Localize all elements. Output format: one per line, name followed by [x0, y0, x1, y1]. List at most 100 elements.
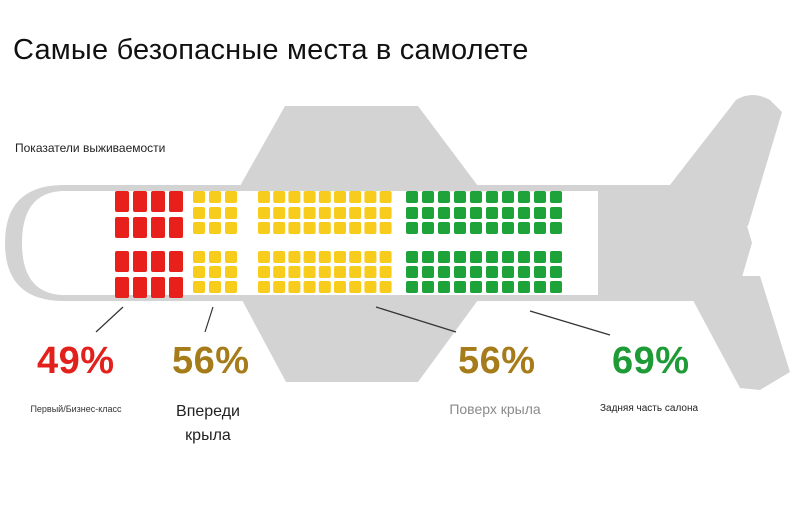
seat-rear-cabin: [534, 266, 546, 278]
seat-front-of-wing: [225, 222, 237, 234]
seat-rear-cabin: [518, 222, 530, 234]
page-title: Самые безопасные места в самолете: [13, 34, 529, 66]
pointer-line-rear: [529, 310, 611, 336]
seat-over-wing: [318, 191, 331, 203]
seat-first-business: [169, 191, 183, 212]
seat-rear-cabin: [422, 207, 434, 219]
seat-rear-cabin: [406, 251, 418, 263]
seat-over-wing: [349, 207, 362, 219]
seat-over-wing: [334, 222, 346, 234]
seat-rear-cabin: [486, 281, 498, 293]
seat-rear-cabin: [502, 281, 514, 293]
seat-over-wing: [273, 222, 286, 234]
seat-first-business: [151, 277, 165, 298]
seat-over-wing: [258, 266, 270, 278]
seat-front-of-wing: [209, 207, 221, 219]
seat-over-wing: [379, 266, 392, 278]
seat-over-wing: [288, 207, 301, 219]
seat-rear-cabin: [486, 266, 498, 278]
seat-over-wing: [303, 281, 316, 293]
seat-rear-cabin: [470, 207, 482, 219]
seat-over-wing: [288, 281, 301, 293]
seat-rear-cabin: [406, 281, 418, 293]
seat-rear-cabin: [518, 251, 530, 263]
seat-front-of-wing: [193, 222, 205, 234]
seat-over-wing: [288, 191, 301, 203]
seat-rear-cabin: [406, 266, 418, 278]
seat-rear-cabin: [470, 222, 482, 234]
seat-rear-cabin: [454, 281, 466, 293]
seat-rear-cabin: [454, 207, 466, 219]
seat-first-business: [115, 191, 129, 212]
seat-over-wing: [258, 207, 270, 219]
seat-map: [115, 191, 562, 298]
seat-rear-cabin: [438, 207, 450, 219]
tail-stabilizer: [680, 276, 790, 390]
seat-rear-cabin: [438, 251, 450, 263]
seat-over-wing: [379, 251, 392, 263]
seat-first-business: [115, 277, 129, 298]
seat-over-wing: [303, 266, 316, 278]
seat-rear-cabin: [438, 222, 450, 234]
seat-over-wing: [364, 207, 377, 219]
seat-rear-cabin: [534, 251, 546, 263]
seat-first-business: [151, 217, 165, 238]
seat-rear-cabin: [502, 251, 514, 263]
seat-rear-cabin: [470, 191, 482, 203]
seat-over-wing: [303, 207, 316, 219]
seat-first-business: [169, 277, 183, 298]
seat-front-of-wing: [209, 191, 221, 203]
seat-over-wing: [349, 191, 362, 203]
seat-over-wing: [379, 191, 392, 203]
seat-front-of-wing: [209, 222, 221, 234]
seat-over-wing: [273, 251, 286, 263]
seat-over-wing: [258, 222, 270, 234]
seat-rear-cabin: [486, 222, 498, 234]
seat-first-business: [169, 251, 183, 272]
cabin: [22, 191, 598, 295]
seat-rear-cabin: [470, 266, 482, 278]
seat-first-business: [151, 251, 165, 272]
seat-front-of-wing: [209, 266, 221, 278]
seat-over-wing: [349, 281, 362, 293]
seat-over-wing: [379, 207, 392, 219]
label-over-wing: Поверх крыла: [449, 401, 541, 417]
seat-front-of-wing: [225, 281, 237, 293]
pointer-line-first: [95, 306, 124, 333]
seat-over-wing: [349, 222, 362, 234]
seat-front-of-wing: [225, 251, 237, 263]
upper-wing: [240, 106, 478, 186]
seat-first-business: [133, 217, 147, 238]
seat-front-of-wing: [193, 251, 205, 263]
seat-over-wing: [303, 222, 316, 234]
seat-front-of-wing: [193, 191, 205, 203]
seat-over-wing: [334, 251, 346, 263]
percent-first-business: 49%: [37, 340, 115, 382]
seat-over-wing: [364, 251, 377, 263]
seat-front-of-wing: [209, 281, 221, 293]
seat-over-wing: [303, 251, 316, 263]
seat-first-business: [169, 217, 183, 238]
seat-over-wing: [318, 251, 331, 263]
seat-over-wing: [273, 281, 286, 293]
seat-rear-cabin: [502, 266, 514, 278]
seat-front-of-wing: [193, 281, 205, 293]
seat-rear-cabin: [502, 222, 514, 234]
label-first-business: Первый/Бизнес-класс: [30, 404, 122, 414]
percent-rear-cabin: 69%: [612, 340, 690, 382]
seat-over-wing: [288, 266, 301, 278]
seat-over-wing: [334, 207, 346, 219]
seat-front-of-wing: [209, 251, 221, 263]
seat-rear-cabin: [518, 207, 530, 219]
pointer-line-front: [204, 306, 214, 333]
seat-rear-cabin: [550, 222, 562, 234]
lower-wing: [242, 300, 478, 382]
seat-rear-cabin: [422, 191, 434, 203]
seat-over-wing: [273, 191, 286, 203]
seat-rear-cabin: [518, 191, 530, 203]
seat-rear-cabin: [454, 266, 466, 278]
seat-rear-cabin: [422, 251, 434, 263]
pointer-line-over: [375, 306, 457, 333]
seat-over-wing: [288, 222, 301, 234]
percent-over-wing: 56%: [458, 340, 536, 382]
